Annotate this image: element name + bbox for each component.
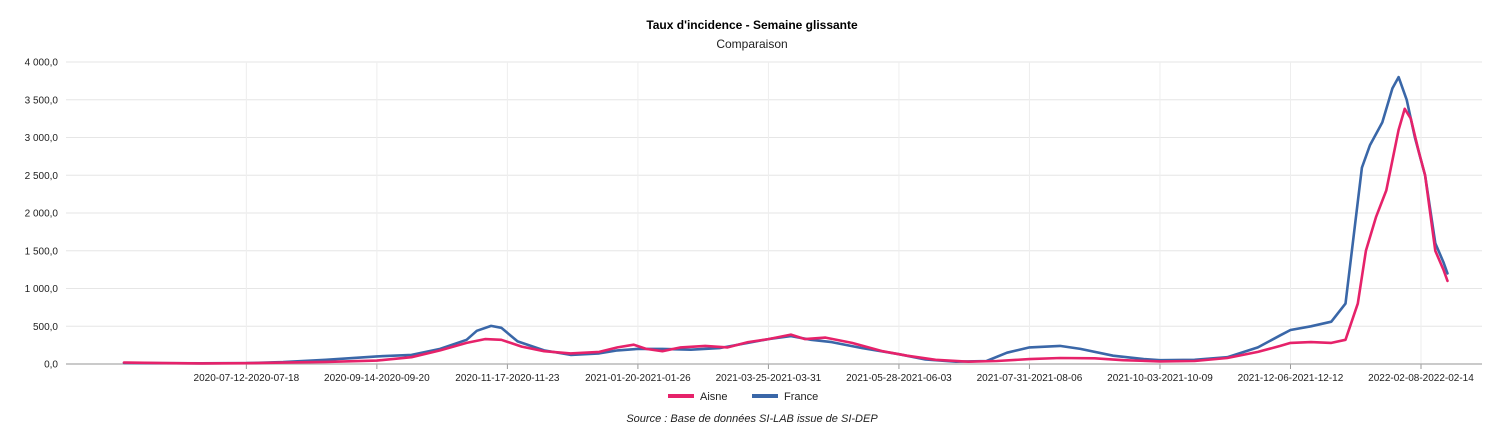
y-tick-label: 500,0 [33,322,58,333]
series-lines [122,75,1449,365]
y-tick-label: 3 500,0 [25,95,59,106]
x-tick-label: 2021-07-31-2021-08-06 [977,373,1083,384]
x-axis: 2020-07-12-2020-07-18 2020-09-14-2020-09-… [66,363,1482,384]
legend: Aisne France [668,391,818,403]
y-axis: 0,0 500,0 1 000,0 1 500,0 2 000,0 2 500,0 3 00… [25,58,59,371]
x-tick-label: 2021-03-25-2021-03-31 [716,373,822,384]
legend-label: Aisne [700,391,728,403]
legend-item-france[interactable]: France [752,391,818,403]
y-tick-label: 1 500,0 [25,246,59,257]
y-tick-label: 2 500,0 [25,171,59,182]
x-tick-label: 2020-07-12-2020-07-18 [194,373,300,384]
y-tick-label: 2 000,0 [25,209,59,220]
x-tick-label: 2022-02-08-2022-02-14 [1368,373,1474,384]
y-tick-label: 0,0 [44,360,58,371]
x-tick-label: 2021-10-03-2021-10-09 [1107,373,1213,384]
legend-item-aisne[interactable]: Aisne [668,391,728,403]
y-tick-label: 4 000,0 [25,58,59,69]
x-tick-label: 2021-01-20-2021-01-26 [585,373,691,384]
x-tick-label: 2020-11-17-2020-11-23 [455,373,560,384]
x-tick-label: 2021-05-28-2021-06-03 [846,373,952,384]
series-line-france [122,75,1449,365]
chart-subtitle: Comparaison [716,37,787,51]
chart-title: Taux d'incidence - Semaine glissante [646,18,858,32]
y-tick-label: 3 000,0 [25,133,59,144]
y-tick-label: 1 000,0 [25,284,59,295]
legend-label: France [784,391,818,403]
grid [66,61,1482,364]
x-tick-label: 2021-12-06-2021-12-12 [1238,373,1344,384]
x-tick-label: 2020-09-14-2020-09-20 [324,373,430,384]
series-line-aisne [122,107,1449,365]
source-note: Source : Base de données SI-LAB issue de… [626,413,878,425]
